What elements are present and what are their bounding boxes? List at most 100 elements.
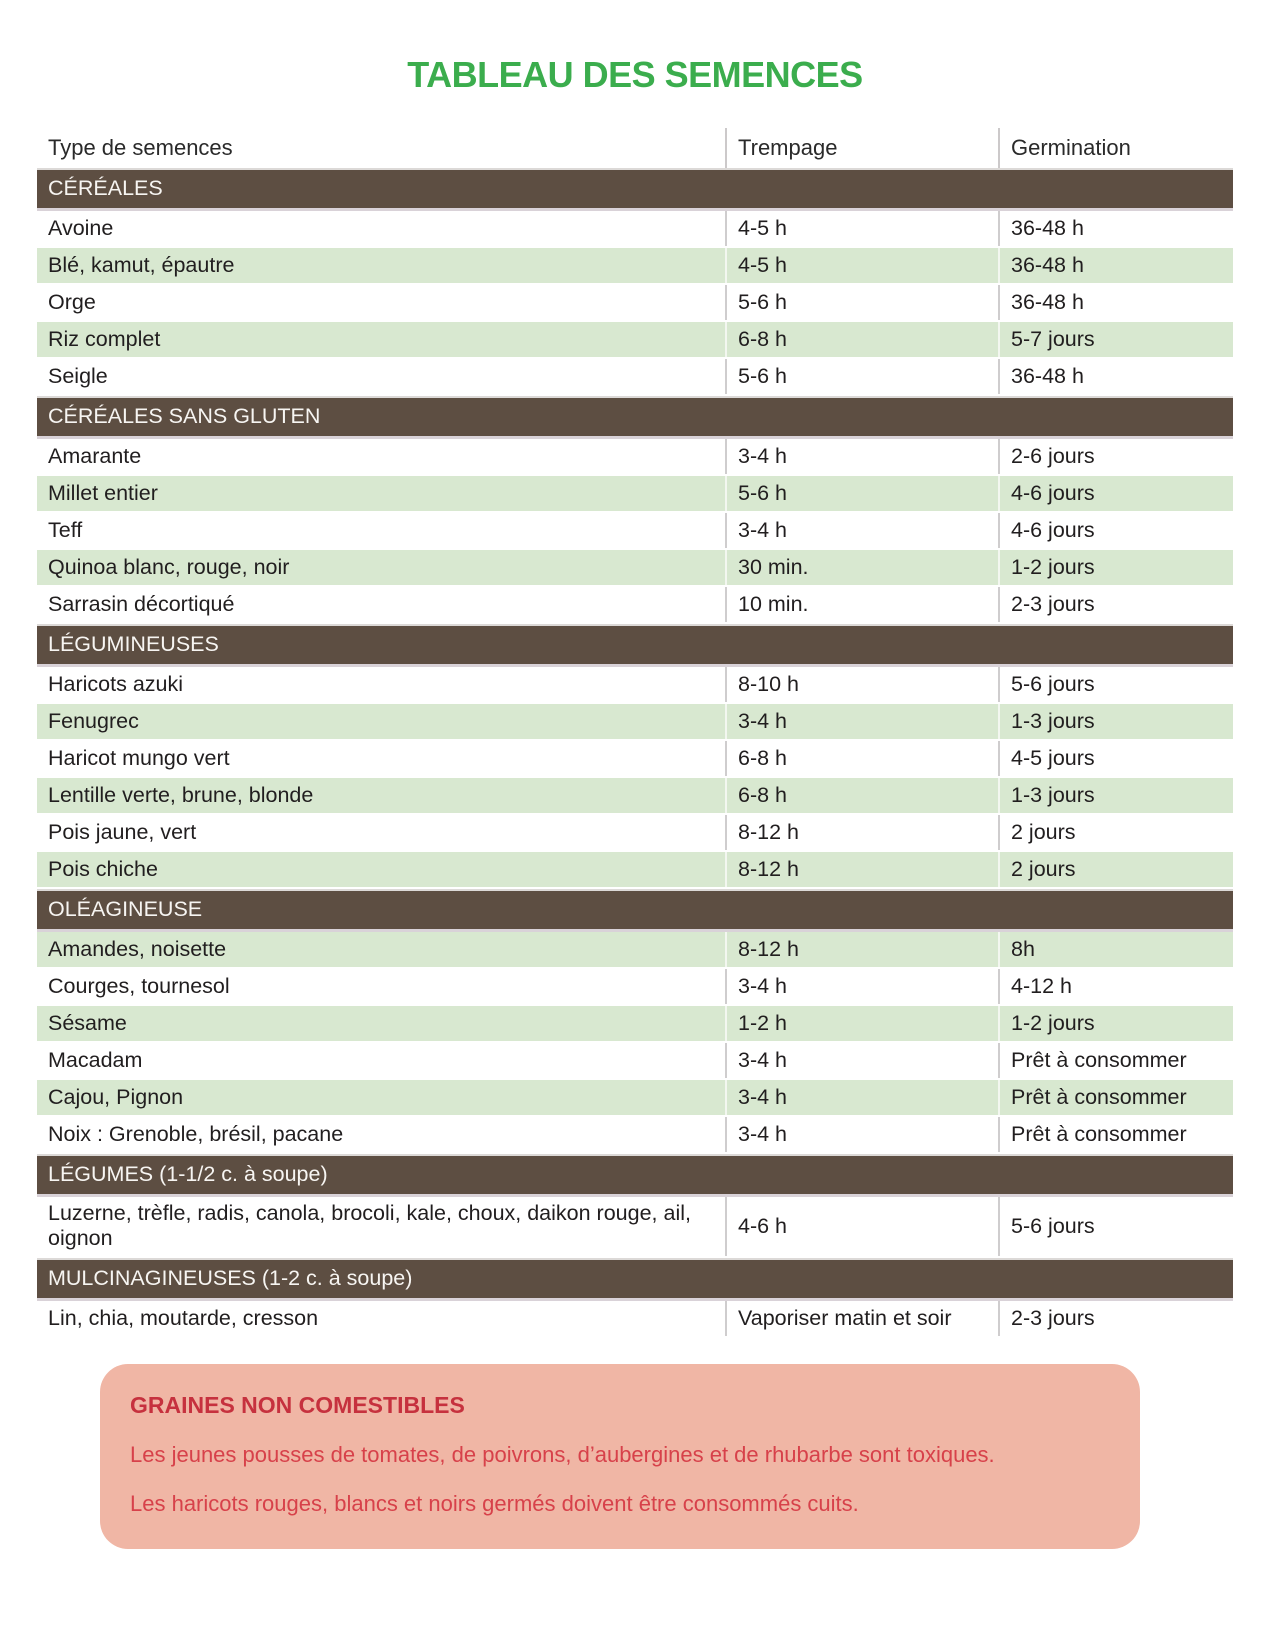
cell-germination: Prêt à consommer [998,1043,1233,1078]
cell-trempage: 1-2 h [725,1006,998,1041]
section-header-legumes: LÉGUMES (1-1/2 c. à soupe) [37,1154,1233,1197]
cell-trempage: 5-6 h [725,476,998,511]
cell-germination: 1-2 jours [998,1006,1233,1041]
table-row: Amandes, noisette 8-12 h 8h [37,932,1233,969]
table-row: Lin, chia, moutarde, cresson Vaporiser m… [37,1301,1233,1338]
non-edible-seeds-warning-box: GRAINES NON COMESTIBLES Les jeunes pouss… [100,1364,1140,1549]
cell-type: Macadam [48,1047,143,1072]
warning-line-cooked: Les haricots rouges, blancs et noirs ger… [130,1491,859,1516]
cell-trempage: 6-8 h [725,778,998,813]
cell-type: Lentille verte, brune, blonde [48,782,314,807]
table-row: Macadam 3-4 h Prêt à consommer [37,1043,1233,1080]
cell-type: Sarrasin décortiqué [48,591,235,616]
column-header-type: Type de semences [48,134,233,160]
section-rows-cereales-sans-gluten: Amarante 3-4 h 2-6 jours Millet entier 5… [37,439,1233,624]
cell-type: Pois chiche [48,856,158,881]
cell-type: Haricots azuki [48,671,184,696]
column-header-row: Type de semences Trempage Germination [37,128,1233,168]
cell-trempage: 6-8 h [725,741,998,776]
cell-germination: 36-48 h [998,248,1233,283]
warning-line-toxic: Les jeunes pousses de tomates, de poivro… [130,1442,995,1467]
cell-trempage: 5-6 h [725,285,998,320]
table-row: Haricots azuki 8-10 h 5-6 jours [37,667,1233,704]
cell-trempage: 3-4 h [725,513,998,548]
cell-trempage: Vaporiser matin et soir [725,1301,998,1336]
section-rows-legumes: Luzerne, trèfle, radis, canola, brocoli,… [37,1197,1233,1258]
table-row: Luzerne, trèfle, radis, canola, brocoli,… [37,1197,1233,1258]
cell-trempage: 5-6 h [725,359,998,394]
table-row: Cajou, Pignon 3-4 h Prêt à consommer [37,1080,1233,1117]
warning-title: GRAINES NON COMESTIBLES [130,1392,465,1418]
section-header-oleagineuse: OLÉAGINEUSE [37,889,1233,932]
cell-type: Lin, chia, moutarde, cresson [48,1305,319,1330]
table-row: Millet entier 5-6 h 4-6 jours [37,476,1233,513]
cell-type: Fenugrec [48,708,139,733]
cell-type: Riz complet [48,326,161,351]
cell-germination: 36-48 h [998,359,1233,394]
cell-type: Noix : Grenoble, brésil, pacane [48,1121,344,1146]
cell-germination: 2-6 jours [998,439,1233,474]
table-row: Courges, tournesol 3-4 h 4-12 h [37,969,1233,1006]
cell-germination: 2-3 jours [998,587,1233,622]
cell-germination: 36-48 h [998,211,1233,246]
column-header-trempage: Trempage [725,128,998,168]
column-header-germination: Germination [998,128,1233,168]
section-rows-legumineuses: Haricots azuki 8-10 h 5-6 jours Fenugrec… [37,667,1233,889]
section-header-mulcinagineuses: MULCINAGINEUSES (1-2 c. à soupe) [37,1258,1233,1301]
table-row: Riz complet 6-8 h 5-7 jours [37,322,1233,359]
cell-trempage: 8-12 h [725,852,998,887]
cell-germination: 36-48 h [998,285,1233,320]
cell-germination: 5-7 jours [998,322,1233,357]
cell-trempage: 30 min. [725,550,998,585]
table-row: Pois jaune, vert 8-12 h 2 jours [37,815,1233,852]
cell-trempage: 3-4 h [725,969,998,1004]
cell-trempage: 6-8 h [725,322,998,357]
cell-trempage: 8-12 h [725,932,998,967]
cell-trempage: 4-5 h [725,211,998,246]
table-row: Amarante 3-4 h 2-6 jours [37,439,1233,476]
cell-type: Blé, kamut, épautre [48,252,235,277]
cell-type: Pois jaune, vert [48,819,197,844]
cell-trempage: 8-10 h [725,667,998,702]
cell-trempage: 3-4 h [725,1080,998,1115]
table-row: Pois chiche 8-12 h 2 jours [37,852,1233,889]
cell-germination: 1-3 jours [998,778,1233,813]
cell-trempage: 3-4 h [725,704,998,739]
cell-trempage: 3-4 h [725,439,998,474]
cell-germination: 5-6 jours [998,1197,1233,1256]
cell-type: Orge [48,289,96,314]
cell-type: Avoine [48,215,114,240]
cell-trempage: 4-6 h [725,1197,998,1256]
cell-trempage: 3-4 h [725,1117,998,1152]
table-row: Sésame 1-2 h 1-2 jours [37,1006,1233,1043]
section-header-cereales-sans-gluten: CÉRÉALES SANS GLUTEN [37,396,1233,439]
table-row: Avoine 4-5 h 36-48 h [37,211,1233,248]
cell-germination: 5-6 jours [998,667,1233,702]
cell-type: Luzerne, trèfle, radis, canola, brocoli,… [48,1201,691,1250]
cell-type: Cajou, Pignon [48,1084,184,1109]
seed-table: Type de semences Trempage Germination CÉ… [37,128,1233,1338]
cell-trempage: 10 min. [725,587,998,622]
cell-trempage: 4-5 h [725,248,998,283]
cell-type: Haricot mungo vert [48,745,230,770]
table-row: Teff 3-4 h 4-6 jours [37,513,1233,550]
cell-germination: 1-3 jours [998,704,1233,739]
cell-trempage: 3-4 h [725,1043,998,1078]
cell-germination: 4-5 jours [998,741,1233,776]
page-title: TABLEAU DES SEMENCES [407,54,863,95]
cell-type: Courges, tournesol [48,973,230,998]
section-header-cereales: CÉRÉALES [37,168,1233,211]
cell-germination: Prêt à consommer [998,1117,1233,1152]
cell-germination: Prêt à consommer [998,1080,1233,1115]
table-row: Noix : Grenoble, brésil, pacane 3-4 h Pr… [37,1117,1233,1154]
cell-trempage: 8-12 h [725,815,998,850]
section-rows-cereales: Avoine 4-5 h 36-48 h Blé, kamut, épautre… [37,211,1233,396]
table-row: Fenugrec 3-4 h 1-3 jours [37,704,1233,741]
cell-germination: 8h [998,932,1233,967]
table-row: Quinoa blanc, rouge, noir 30 min. 1-2 jo… [37,550,1233,587]
cell-type: Sésame [48,1010,127,1035]
table-row: Haricot mungo vert 6-8 h 4-5 jours [37,741,1233,778]
cell-germination: 4-6 jours [998,513,1233,548]
section-header-legumineuses: LÉGUMINEUSES [37,624,1233,667]
